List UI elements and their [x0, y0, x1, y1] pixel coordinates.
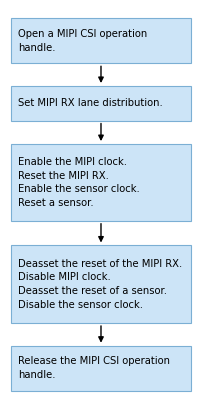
- Text: Open a MIPI CSI operation
handle.: Open a MIPI CSI operation handle.: [18, 29, 147, 53]
- Text: Release the MIPI CSI operation
handle.: Release the MIPI CSI operation handle.: [18, 356, 170, 380]
- FancyBboxPatch shape: [11, 18, 191, 63]
- FancyBboxPatch shape: [11, 144, 191, 221]
- FancyBboxPatch shape: [11, 346, 191, 391]
- FancyBboxPatch shape: [11, 245, 191, 323]
- Text: Set MIPI RX lane distribution.: Set MIPI RX lane distribution.: [18, 98, 163, 108]
- Text: Deasset the reset of the MIPI RX.
Disable MIPI clock.
Deasset the reset of a sen: Deasset the reset of the MIPI RX. Disabl…: [18, 259, 182, 310]
- FancyBboxPatch shape: [11, 86, 191, 121]
- Text: Enable the MIPI clock.
Reset the MIPI RX.
Enable the sensor clock.
Reset a senso: Enable the MIPI clock. Reset the MIPI RX…: [18, 157, 140, 208]
